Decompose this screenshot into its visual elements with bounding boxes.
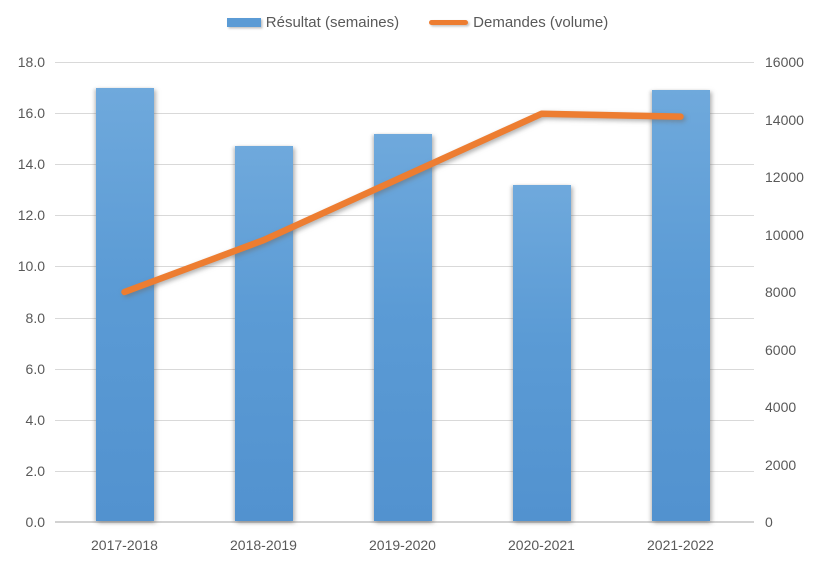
- line-series-layer: [121, 110, 684, 296]
- right-value-axis: 16000 14000 12000 10000 8000 6000 4000 2000 0: [765, 54, 823, 530]
- x-axis-label: 2017-2018: [91, 537, 158, 553]
- legend-label-demandes: Demandes (volume): [473, 14, 609, 31]
- left-axis-tick: 6.0: [25, 360, 45, 377]
- x-axis-label: 2021-2022: [647, 537, 714, 553]
- right-axis-tick: 4000: [765, 399, 797, 415]
- bar-2018-2019[interactable]: [234, 146, 293, 521]
- right-axis-tick: 16000: [765, 54, 804, 70]
- right-axis-tick: 14000: [765, 111, 804, 128]
- bar-2017-2018[interactable]: [95, 87, 154, 521]
- bar-2019-2020[interactable]: [373, 133, 432, 521]
- right-axis-tick: 0: [765, 514, 773, 530]
- right-axis-tick: 12000: [765, 169, 804, 185]
- left-axis-tick: 8.0: [25, 309, 45, 326]
- right-axis-tick: 10000: [765, 226, 804, 243]
- x-axis-label: 2020-2021: [508, 537, 575, 553]
- x-axis-label: 2018-2019: [230, 537, 297, 553]
- gridline: [55, 62, 754, 63]
- gridline: [55, 113, 754, 115]
- x-axis-line: [55, 521, 754, 523]
- left-axis-tick: 18.0: [17, 54, 45, 70]
- left-axis-tick: 14.0: [17, 156, 45, 173]
- left-axis-tick: 4.0: [25, 411, 45, 428]
- line-series-swatch-icon: [429, 20, 469, 25]
- x-axis-label: 2019-2020: [369, 537, 436, 553]
- left-value-axis: 18.0 16.0 14.0 12.0 10.0 8.0 6.0 4.0 2.0 0.0: [0, 54, 45, 530]
- left-axis-tick: 2.0: [25, 462, 45, 479]
- bar-series-swatch-icon: [226, 18, 261, 27]
- left-axis-tick: 12.0: [17, 207, 45, 224]
- left-axis-tick: 0.0: [25, 514, 45, 530]
- right-axis-tick: 6000: [765, 341, 797, 358]
- right-axis-tick: 2000: [765, 456, 797, 473]
- demandes-line[interactable]: [121, 110, 684, 296]
- legend-label-resultat: Résultat (semaines): [265, 14, 400, 31]
- bar-2021-2022[interactable]: [651, 90, 710, 521]
- right-axis-tick: 8000: [765, 284, 797, 300]
- legend-item-resultat[interactable]: Résultat (semaines): [226, 14, 400, 31]
- plot-area: [55, 62, 754, 523]
- left-axis-tick: 10.0: [17, 258, 45, 275]
- left-axis-tick: 16.0: [17, 105, 45, 122]
- chart-legend: Résultat (semaines) Demandes (volume): [12, 14, 823, 31]
- bar-2020-2021[interactable]: [512, 184, 571, 521]
- category-axis: 2017-2018 2018-2019 2019-2020 2020-2021 2021…: [55, 537, 750, 559]
- legend-item-demandes[interactable]: Demandes (volume): [429, 14, 608, 31]
